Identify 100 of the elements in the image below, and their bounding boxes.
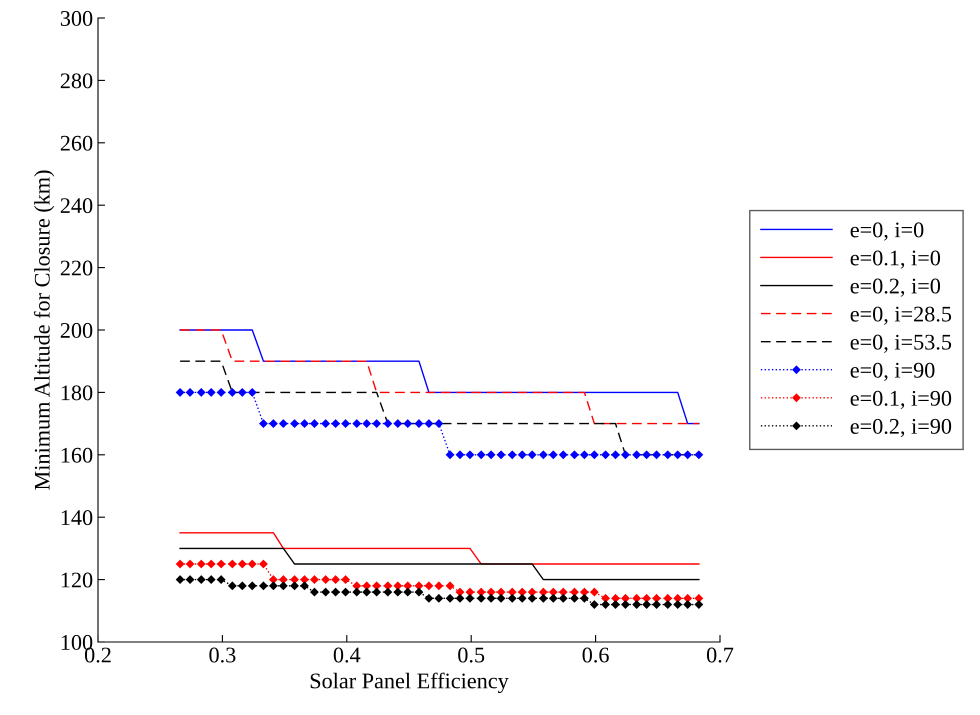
point bbox=[228, 560, 236, 568]
point bbox=[176, 575, 184, 584]
point bbox=[290, 419, 299, 428]
point bbox=[352, 588, 361, 596]
point bbox=[611, 594, 620, 602]
point bbox=[652, 450, 661, 459]
point bbox=[477, 594, 486, 602]
point bbox=[477, 588, 486, 596]
point bbox=[664, 450, 672, 459]
point bbox=[642, 594, 651, 602]
point bbox=[341, 575, 350, 584]
point bbox=[414, 582, 424, 590]
point bbox=[238, 388, 246, 397]
point bbox=[176, 560, 184, 568]
point bbox=[217, 560, 226, 568]
point bbox=[186, 388, 194, 397]
point bbox=[611, 600, 620, 609]
legend-label: e=0, i=53.5 bbox=[850, 334, 952, 353]
point bbox=[570, 588, 579, 596]
point bbox=[539, 450, 548, 459]
point bbox=[652, 600, 661, 609]
point bbox=[632, 450, 641, 459]
point bbox=[248, 560, 256, 568]
point bbox=[508, 450, 516, 459]
point bbox=[434, 419, 443, 428]
point bbox=[322, 575, 330, 584]
legend-label: e=0, i=0 bbox=[850, 222, 924, 241]
point bbox=[259, 560, 268, 568]
point bbox=[176, 388, 184, 397]
point bbox=[197, 560, 206, 568]
point bbox=[694, 450, 703, 459]
point bbox=[456, 450, 464, 459]
y-tick-label: 140 bbox=[62, 510, 92, 526]
point bbox=[466, 450, 474, 459]
point bbox=[674, 600, 682, 609]
point bbox=[446, 594, 454, 602]
point bbox=[322, 588, 330, 596]
point bbox=[446, 582, 454, 590]
point bbox=[590, 600, 598, 609]
point bbox=[394, 588, 402, 596]
point bbox=[590, 588, 598, 596]
point bbox=[528, 594, 536, 602]
point bbox=[310, 575, 319, 584]
point bbox=[652, 594, 661, 602]
point bbox=[331, 588, 340, 596]
point bbox=[466, 588, 474, 596]
point bbox=[601, 594, 610, 602]
point bbox=[642, 600, 651, 609]
point bbox=[197, 388, 206, 397]
point bbox=[414, 419, 424, 428]
point bbox=[217, 388, 226, 397]
point bbox=[496, 588, 506, 596]
point bbox=[238, 582, 246, 590]
point bbox=[456, 588, 464, 596]
point bbox=[186, 575, 194, 584]
point bbox=[486, 594, 496, 602]
y-tick-label: 160 bbox=[62, 448, 92, 463]
point bbox=[496, 594, 506, 602]
point bbox=[238, 560, 246, 568]
y-tick-label: 120 bbox=[62, 572, 92, 588]
point bbox=[362, 419, 371, 428]
x-tick-label: 0.4 bbox=[334, 648, 360, 663]
line-series bbox=[179, 329, 700, 424]
point bbox=[508, 594, 516, 602]
point bbox=[570, 450, 579, 459]
legend-label: e=0, i=90 bbox=[850, 362, 934, 381]
point bbox=[496, 450, 506, 459]
point bbox=[601, 600, 610, 609]
point bbox=[352, 419, 361, 428]
point bbox=[362, 588, 371, 596]
point bbox=[570, 594, 579, 602]
y-tick-label: 180 bbox=[62, 385, 92, 400]
legend-label: e=0.2, i=90 bbox=[850, 418, 952, 438]
point bbox=[394, 419, 402, 428]
legend-label: e=0.1, i=0 bbox=[850, 250, 940, 269]
point bbox=[207, 388, 216, 397]
point bbox=[539, 594, 548, 602]
point bbox=[248, 582, 256, 590]
point bbox=[414, 588, 424, 596]
point bbox=[228, 388, 236, 397]
point bbox=[528, 588, 536, 596]
point bbox=[384, 582, 392, 590]
point bbox=[434, 594, 443, 602]
point bbox=[664, 600, 672, 609]
point bbox=[642, 450, 651, 459]
point bbox=[372, 582, 381, 590]
point bbox=[684, 450, 692, 459]
point bbox=[674, 594, 682, 602]
point bbox=[434, 582, 443, 590]
point bbox=[300, 575, 309, 584]
point bbox=[310, 419, 319, 428]
point bbox=[300, 582, 309, 590]
legend-label: e=0.1, i=90 bbox=[850, 390, 952, 409]
point bbox=[352, 582, 361, 590]
point bbox=[394, 582, 402, 590]
point bbox=[539, 588, 548, 596]
legend-label: e=0.2, i=0 bbox=[850, 278, 940, 297]
point bbox=[279, 419, 288, 428]
point bbox=[424, 419, 434, 428]
x-tick-label: 0.3 bbox=[209, 648, 236, 663]
